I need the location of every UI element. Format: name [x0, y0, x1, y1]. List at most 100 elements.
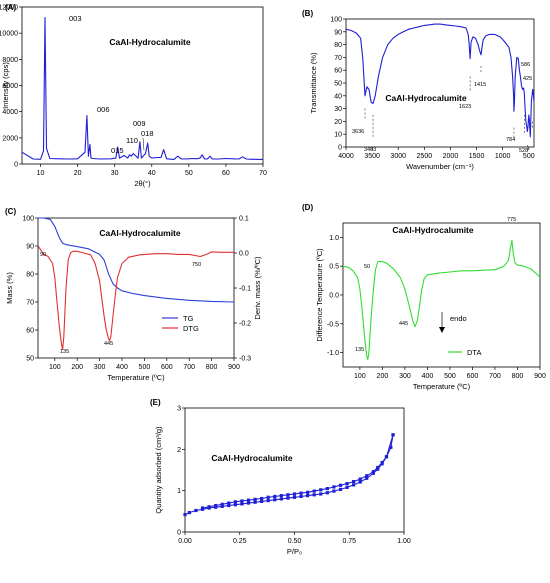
data-point [358, 480, 362, 484]
data-point [345, 485, 349, 489]
y-tick-label: 40 [334, 93, 342, 100]
data-point [376, 467, 380, 471]
data-point [227, 501, 231, 505]
panel-label: (E) [150, 398, 161, 407]
band-label: 3636 [352, 129, 364, 135]
y-tick-label: 70 [334, 55, 342, 62]
y-tick-label: 8000 [2, 57, 18, 64]
band-label: 1415 [474, 82, 486, 88]
data-point [319, 492, 323, 496]
data-point [200, 506, 205, 510]
data-point [220, 502, 224, 506]
data-point [365, 476, 369, 480]
y-tick-label: 0.0 [329, 293, 339, 300]
y-tick-label: 80 [26, 272, 34, 279]
y-tick-label: 6000 [2, 83, 18, 90]
x-tick-label: 2500 [417, 153, 433, 160]
x-tick-label: 1000 [495, 153, 511, 160]
data-point [319, 488, 323, 492]
y-tick-label: -0.5 [327, 321, 339, 328]
x-tick-label: 3000 [390, 153, 406, 160]
y-tick-label: 1 [177, 488, 181, 495]
band-label: 425 [523, 76, 532, 82]
y-tick-label: 10 [334, 132, 342, 139]
x-tick-label: 40 [148, 170, 156, 177]
x-tick-label: 700 [489, 373, 501, 380]
y-tick-label: 90 [334, 29, 342, 36]
peak-label: 50 [364, 264, 370, 270]
x-tick-label: 1500 [469, 153, 485, 160]
x-tick-label: 300 [94, 364, 106, 371]
y-tick-label: 80 [334, 42, 342, 49]
data-point [338, 483, 343, 487]
y-tick-label: 90 [26, 244, 34, 251]
band-label: 3483 [364, 147, 376, 153]
data-point [325, 487, 329, 491]
data-point [389, 445, 393, 449]
x-tick-label: 100 [354, 373, 366, 380]
y-axis-label: Difference Temperature (ºC) [315, 248, 324, 342]
peak-label: 775 [507, 217, 516, 223]
x-axis-label: Temperature (ºC) [413, 382, 471, 391]
y-tick-label: 12000 [0, 5, 18, 12]
x-tick-label: 2000 [443, 153, 459, 160]
chart-title: CaAl-Hydrocalumite [109, 37, 191, 47]
x-tick-label: 0.00 [178, 538, 192, 545]
x-axis-label: Wavenumber (cm⁻¹) [406, 162, 474, 171]
chart-title: CaAl-Hydrocalumite [99, 228, 181, 238]
y-tick-label: 2 [177, 447, 181, 454]
data-point [260, 499, 264, 504]
legend: DTA [448, 348, 481, 357]
y-tick-label: -1.0 [327, 350, 339, 357]
data-point [384, 455, 389, 459]
x-tick-label: 10 [37, 170, 45, 177]
data-point [299, 494, 303, 499]
data-point [332, 485, 336, 489]
y-tick-label: 2000 [2, 135, 18, 142]
y-tick-label: 50 [26, 356, 34, 363]
peak-label: 750 [192, 262, 201, 268]
x-tick-label: 700 [183, 364, 195, 371]
x-tick-label: 900 [228, 364, 240, 371]
data-point [233, 500, 237, 504]
y-axis-label: Quantity adsorbed (cm³/g) [154, 426, 163, 514]
panel-label: (B) [302, 9, 313, 18]
data-point [220, 504, 224, 508]
data-point [332, 489, 336, 493]
chart-panel-4: (D) 100 200 300 400 500 600 700 800 900 -1.0 -0.5 0.… [302, 203, 546, 391]
y-right-tick-label: 0.0 [239, 251, 249, 258]
legend-label: DTG [183, 324, 199, 333]
legend-label: TG [183, 314, 194, 323]
y-right-tick-label: -0.3 [239, 356, 251, 363]
data-point [358, 477, 362, 481]
x-tick-label: 800 [206, 364, 218, 371]
y-tick-label: 0 [177, 530, 181, 537]
y-tick-label: 50 [334, 81, 342, 88]
endo-label: endo [450, 314, 467, 323]
x-tick-label: 1.00 [397, 538, 411, 545]
panel-label: (C) [5, 207, 16, 216]
data-point [371, 471, 375, 475]
x-tick-label: 4000 [338, 153, 354, 160]
series-line-dtg [37, 245, 234, 351]
x-tick-label: 60 [222, 170, 230, 177]
plot-frame [345, 18, 535, 148]
data-point [299, 491, 303, 495]
y-tick-label: 1.0 [329, 235, 339, 242]
data-point [352, 479, 356, 484]
y-tick-label: 70 [26, 300, 34, 307]
data-point [240, 499, 244, 503]
chart-panel-2: (B) 4000 3500 3000 2500 2000 1500 1000 500 0 10 20 3… [302, 9, 535, 171]
x-tick-label: 3500 [364, 153, 380, 160]
data-point [371, 470, 375, 474]
plot-frame [21, 6, 264, 165]
x-tick-label: 500 [523, 153, 535, 160]
data-point [214, 503, 218, 508]
data-point [312, 493, 316, 497]
peak-label: 445 [399, 321, 408, 327]
data-point [183, 513, 187, 517]
band-label: 586 [521, 62, 530, 68]
data-point [187, 510, 191, 515]
